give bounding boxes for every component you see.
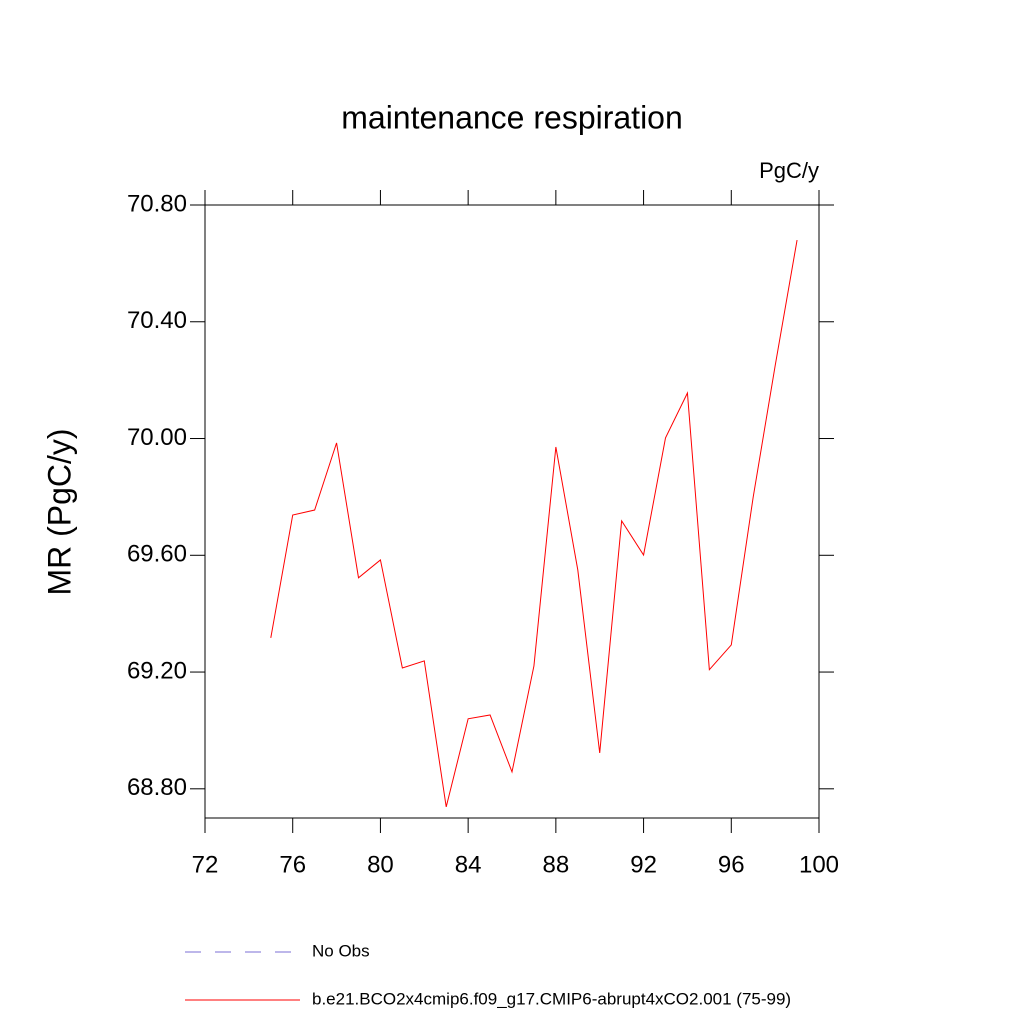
- y-tick-label: 68.80: [127, 774, 187, 801]
- legend-label: b.e21.BCO2x4cmip6.f09_g17.CMIP6-abrupt4x…: [312, 989, 791, 1008]
- plot-frame: [204, 204, 820, 819]
- units-label: PgC/y: [759, 158, 819, 183]
- x-tick-label: 76: [279, 851, 306, 878]
- y-tick-label: 70.40: [127, 307, 187, 334]
- x-tick-label: 100: [799, 851, 839, 878]
- x-tick-label: 80: [367, 851, 394, 878]
- x-tick-label: 92: [630, 851, 657, 878]
- y-tick-label: 70.00: [127, 424, 187, 451]
- x-tick-label: 84: [455, 851, 482, 878]
- x-tick-label: 88: [543, 851, 570, 878]
- y-tick-label: 69.20: [127, 657, 187, 684]
- x-tick-label: 72: [192, 851, 219, 878]
- x-tick-label: 96: [718, 851, 745, 878]
- y-tick-label: 69.60: [127, 541, 187, 568]
- chart-title: maintenance respiration: [341, 99, 683, 135]
- data-line: [270, 239, 798, 808]
- legend-label: No Obs: [312, 941, 370, 960]
- y-tick-label: 70.80: [127, 190, 187, 217]
- y-axis-label: MR (PgC/y): [41, 428, 77, 595]
